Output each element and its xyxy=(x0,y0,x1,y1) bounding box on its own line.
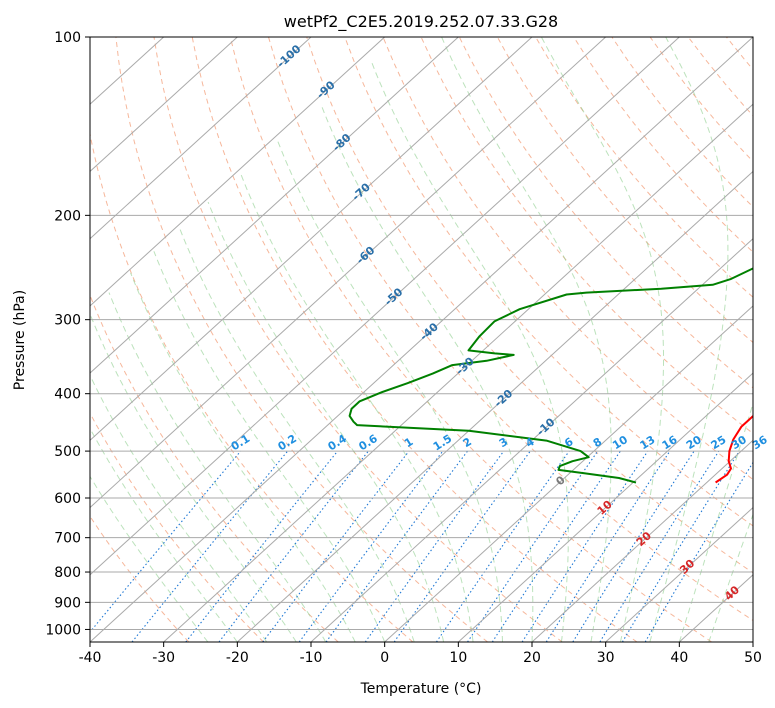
mixing-ratio-line xyxy=(325,450,468,642)
moist-adiabat-line xyxy=(153,251,386,642)
mixing-ratio-line xyxy=(435,450,570,642)
mixing-ratio-line xyxy=(364,450,505,642)
x-tick-label: 50 xyxy=(744,650,762,666)
moist-adiabat-line xyxy=(90,312,297,642)
y-tick-label: 300 xyxy=(54,313,81,329)
moist-adiabat-line xyxy=(108,292,327,642)
isotherm-line xyxy=(90,37,459,374)
x-axis-title: Temperature (°C) xyxy=(360,681,482,697)
dry-adiabat-line xyxy=(191,37,638,642)
y-tick-label: 700 xyxy=(54,531,81,547)
y-tick-label: 200 xyxy=(54,208,81,224)
isotherm-line xyxy=(531,439,753,642)
x-tick-label: -10 xyxy=(300,650,323,666)
mixing-ratio-line xyxy=(545,450,671,642)
isotherm-line xyxy=(236,170,753,642)
y-axis-title: Pressure (hPa) xyxy=(12,290,28,390)
dry-adiabat-line xyxy=(458,37,753,389)
dry-adiabat-line xyxy=(153,37,563,642)
mixing-ratio-line xyxy=(621,450,740,642)
isotherm-line xyxy=(310,237,753,642)
moist-adiabat-line xyxy=(130,272,356,642)
series-layer xyxy=(348,267,753,484)
y-tick-label: 600 xyxy=(54,491,81,507)
isotherm-line xyxy=(90,37,386,307)
moist-adiabat-line xyxy=(90,427,238,642)
x-tick-label: 0 xyxy=(380,650,389,666)
mixing-ratio-line xyxy=(467,450,599,642)
dry-adiabat-line xyxy=(268,37,753,622)
dry-adiabat-line xyxy=(115,37,488,642)
x-tick-label: 10 xyxy=(449,650,467,666)
mixing-ratio-line xyxy=(131,450,289,642)
x-tick-label: 40 xyxy=(670,650,688,666)
y-tick-label: 800 xyxy=(54,565,81,581)
dewpoint-profile-line xyxy=(348,267,753,484)
isotherm-line xyxy=(90,37,312,240)
mixing-ratio-line xyxy=(298,450,444,642)
y-tick-label: 1000 xyxy=(45,622,81,638)
isotherm-line xyxy=(90,37,607,509)
y-tick-label: 500 xyxy=(54,444,81,460)
isotherm-line xyxy=(90,37,533,442)
isotherm-line xyxy=(163,103,753,642)
moist-adiabat-line xyxy=(320,104,534,642)
isotherm-line xyxy=(90,37,753,642)
moist-adiabat-line xyxy=(708,513,753,642)
isotherm-line xyxy=(90,37,680,576)
dry-adiabat-line xyxy=(90,293,339,642)
y-tick-label: 900 xyxy=(54,595,81,611)
mixing-ratio-line xyxy=(262,450,410,642)
moist-adiabat-line xyxy=(678,401,753,642)
y-tick-label: 400 xyxy=(54,387,81,403)
x-tick-label: -40 xyxy=(79,650,102,666)
isotherm-line xyxy=(384,305,753,642)
x-tick-label: 30 xyxy=(597,650,615,666)
isotherm-line xyxy=(90,37,238,173)
mixing-ratio-line xyxy=(491,450,621,642)
moist-adiabat-line xyxy=(370,61,569,642)
temperature-profile-line xyxy=(715,414,753,484)
mixing-ratio-line xyxy=(521,450,649,642)
grid-layer xyxy=(90,37,753,642)
dry-adiabat-line xyxy=(496,37,753,344)
moist-adiabat-line xyxy=(540,37,664,642)
axes: -40 -30 -20 -10 0 10 20 30 40 50 1000 900 800 700 600 5… xyxy=(45,30,762,666)
x-tick-label: 20 xyxy=(523,650,541,666)
isotherm-line xyxy=(605,506,753,642)
mixing-ratio-line xyxy=(185,450,339,642)
mixing-ratio-line xyxy=(572,450,695,642)
dry-adiabat-line xyxy=(90,515,190,642)
moist-adiabat-line xyxy=(441,37,612,642)
plot-frame xyxy=(89,36,754,643)
isotherm-line xyxy=(457,372,753,642)
chart-title: wetPf2_C2E5.2019.252.07.33.G28 xyxy=(284,12,558,32)
moist-adiabat-line xyxy=(649,37,729,642)
moist-adiabat-line xyxy=(179,227,415,642)
x-tick-label: -30 xyxy=(152,650,175,666)
dry-adiabat-line xyxy=(90,412,264,642)
dry-adiabat-line xyxy=(306,37,753,574)
mixing-ratio-line xyxy=(90,450,242,633)
x-tick-label: -20 xyxy=(226,650,249,666)
y-tick-label: 100 xyxy=(54,30,81,46)
